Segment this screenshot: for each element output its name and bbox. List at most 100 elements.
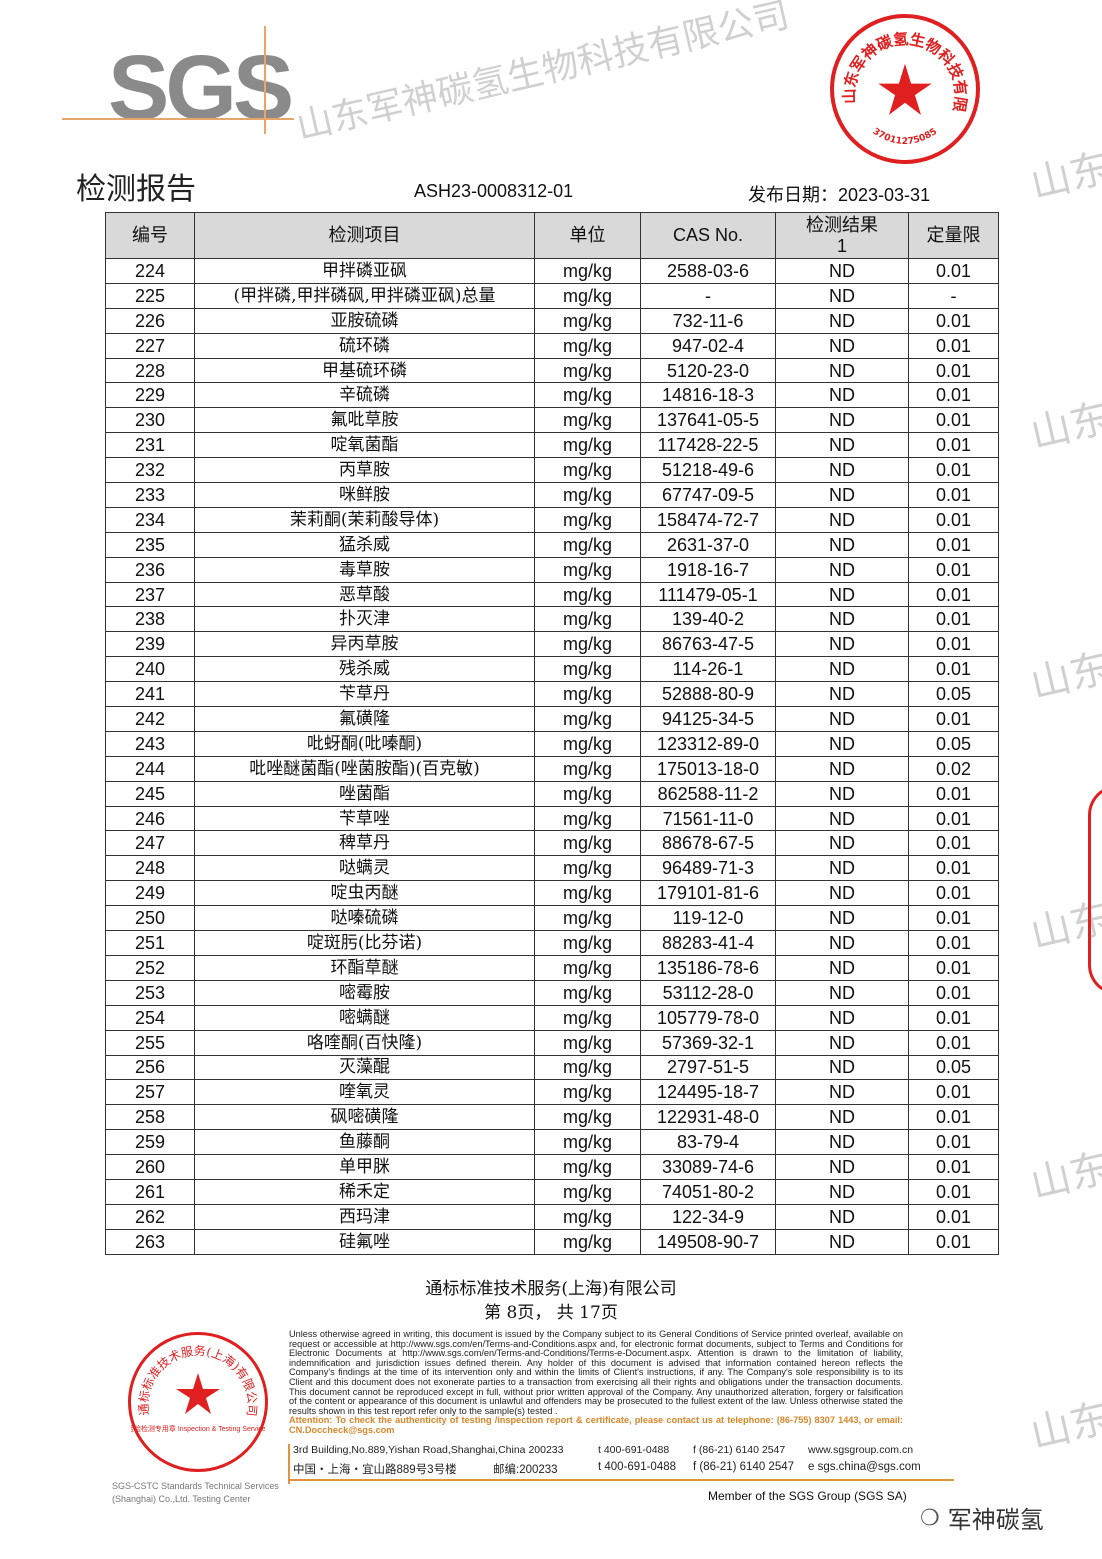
result: ND	[775, 730, 909, 757]
company-seal-stamp: 山东军神碳氢生物科技有限公司 3701127508581	[826, 4, 980, 164]
row-number: 251	[105, 930, 195, 956]
row-number: 261	[105, 1178, 195, 1205]
quantitation-limit: 0.01	[908, 1178, 999, 1205]
row-number: 230	[105, 407, 195, 434]
result: ND	[775, 332, 909, 359]
row-number: 249	[105, 880, 195, 907]
unit: mg/kg	[534, 905, 641, 932]
address-en-phone: t 400-691-0488	[598, 1444, 670, 1456]
lab-seal-inner: 检验检测专用章 Inspection & Testing Services	[131, 1424, 265, 1433]
quantitation-limit: 0.01	[908, 1129, 999, 1156]
result: ND	[775, 1004, 909, 1031]
cas-number: 52888-80-9	[640, 681, 776, 708]
cas-number: 67747-09-5	[640, 482, 776, 508]
row-number: 245	[105, 780, 195, 807]
quantitation-limit: 0.01	[908, 1004, 999, 1031]
result: ND	[775, 930, 909, 956]
table-row: 254 嘧螨醚 mg/kg 105779-78-0 ND 0.01	[105, 1004, 999, 1031]
unit: mg/kg	[534, 581, 641, 608]
cas-number: 158474-72-7	[640, 506, 776, 533]
row-number: 253	[105, 979, 195, 1006]
unit: mg/kg	[534, 830, 641, 857]
logo-divider	[62, 118, 294, 120]
result: ND	[775, 954, 909, 981]
footer-divider	[288, 1479, 954, 1481]
result: ND	[775, 307, 909, 334]
cas-number: 86763-47-5	[640, 631, 776, 658]
unit: mg/kg	[534, 606, 641, 633]
item-name: 苄草丹	[194, 681, 535, 708]
table-row: 261 稀禾定 mg/kg 74051-80-2 ND 0.01	[105, 1178, 999, 1205]
table-row: 257 喹氧灵 mg/kg 124495-18-7 ND 0.01	[105, 1079, 999, 1106]
cas-number: 111479-05-1	[640, 581, 776, 608]
table-row: 225 (甲拌磷,甲拌磷砜,甲拌磷亚砜)总量 mg/kg - ND -	[105, 282, 999, 309]
unit: mg/kg	[534, 382, 641, 409]
item-name: 氟磺隆	[194, 706, 535, 732]
unit: mg/kg	[534, 432, 641, 459]
quantitation-limit: 0.01	[908, 258, 999, 284]
table-row: 263 硅氟唑 mg/kg 149508-90-7 ND 0.01	[105, 1228, 999, 1255]
page-title: 检测报告	[76, 172, 196, 207]
sgs-logo: SGS	[108, 37, 294, 139]
cas-number: 74051-80-2	[640, 1178, 776, 1205]
cas-number: 139-40-2	[640, 606, 776, 633]
table-row: 243 吡蚜酮(吡嗪酮) mg/kg 123312-89-0 ND 0.05	[105, 730, 999, 757]
item-name: 西玛津	[194, 1203, 535, 1230]
table-row: 255 咯喹酮(百快隆) mg/kg 57369-32-1 ND 0.01	[105, 1029, 999, 1056]
quantitation-limit: 0.02	[908, 755, 999, 782]
address-en-web: www.sgsgroup.com.cn	[808, 1444, 914, 1456]
item-name: 吡唑醚菌酯(唑菌胺酯)(百克敏)	[194, 755, 535, 782]
result: ND	[775, 581, 909, 608]
row-number: 241	[105, 681, 195, 708]
address-en: 3rd Building,No.889,Yishan Road,Shanghai…	[293, 1444, 913, 1456]
table-row: 238 扑灭津 mg/kg 139-40-2 ND 0.01	[105, 606, 999, 633]
result: ND	[775, 1154, 909, 1180]
table-row: 228 甲基硫环磷 mg/kg 5120-23-0 ND 0.01	[105, 357, 999, 384]
watermark-edge-text: 山东军	[1026, 386, 1102, 458]
quantitation-limit: 0.01	[908, 1029, 999, 1056]
result: ND	[775, 681, 909, 708]
item-name: 啶氧菌酯	[194, 432, 535, 459]
row-number: 235	[105, 531, 195, 558]
table-row: 230 氟吡草胺 mg/kg 137641-05-5 ND 0.01	[105, 407, 999, 434]
result: ND	[775, 1178, 909, 1205]
unit: mg/kg	[534, 681, 641, 708]
cas-number: 114-26-1	[640, 656, 776, 683]
table-row: 224 甲拌磷亚砜 mg/kg 2588-03-6 ND 0.01	[105, 258, 999, 284]
cas-number: 135186-78-6	[640, 954, 776, 981]
row-number: 247	[105, 830, 195, 857]
cas-number: 947-02-4	[640, 332, 776, 359]
address-cn-postcode: 邮编:200233	[493, 1464, 558, 1476]
result: ND	[775, 258, 909, 284]
quantitation-limit: 0.05	[908, 730, 999, 757]
cas-number: 14816-18-3	[640, 382, 776, 409]
address-cn-email: e sgs.china@sgs.com	[808, 1461, 921, 1473]
unit: mg/kg	[534, 506, 641, 533]
item-name: 咯喹酮(百快隆)	[194, 1029, 535, 1056]
quantitation-limit: 0.01	[908, 930, 999, 956]
row-number: 248	[105, 855, 195, 882]
result: ND	[775, 979, 909, 1006]
cas-number: 71561-11-0	[640, 805, 776, 832]
cas-number: 124495-18-7	[640, 1079, 776, 1106]
lab-company-name: 通标标准技术服务(上海)有限公司	[425, 1279, 677, 1299]
unit: mg/kg	[534, 1004, 641, 1031]
result: ND	[775, 1104, 909, 1131]
item-name: 甲基硫环磷	[194, 357, 535, 384]
cas-number: 732-11-6	[640, 307, 776, 334]
quantitation-limit: 0.01	[908, 457, 999, 484]
result: ND	[775, 880, 909, 907]
result: ND	[775, 282, 909, 309]
unit: mg/kg	[534, 855, 641, 882]
quantitation-limit: 0.01	[908, 954, 999, 981]
unit: mg/kg	[534, 1054, 641, 1081]
item-name: 单甲脒	[194, 1154, 535, 1180]
table-row: 231 啶氧菌酯 mg/kg 117428-22-5 ND 0.01	[105, 432, 999, 459]
address-en-street: 3rd Building,No.889,Yishan Road,Shanghai…	[293, 1444, 564, 1456]
cas-number: 119-12-0	[640, 905, 776, 932]
table-row: 236 毒草胺 mg/kg 1918-16-7 ND 0.01	[105, 556, 999, 583]
result: ND	[775, 1079, 909, 1106]
cas-number: 96489-71-3	[640, 855, 776, 882]
result: ND	[775, 855, 909, 882]
table-row: 232 丙草胺 mg/kg 51218-49-6 ND 0.01	[105, 457, 999, 484]
